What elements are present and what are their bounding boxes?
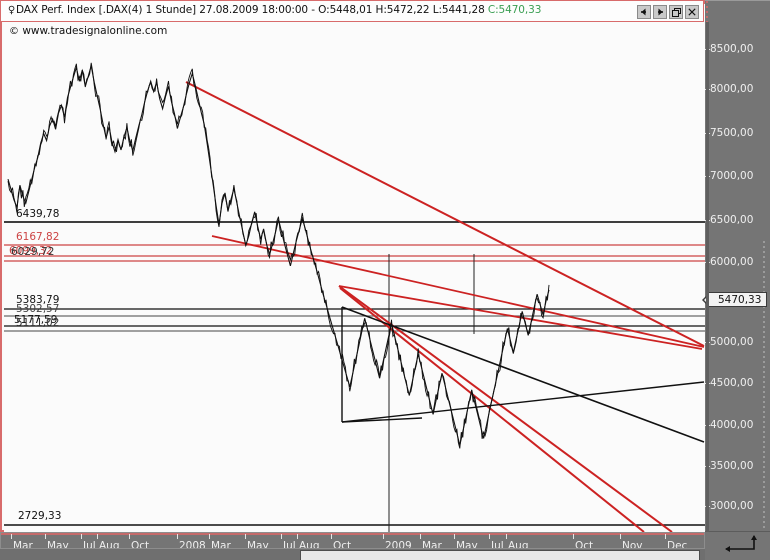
chart-canvas[interactable]: [4, 4, 705, 532]
chart-plot-frame[interactable]: [0, 0, 705, 532]
black-trendlines: [341, 306, 705, 443]
price-axis-dotted-rail-right: [763, 241, 765, 531]
black-wedge-base: [341, 417, 423, 423]
price-line-detail: [7, 62, 550, 449]
copyright-line: © www.tradesignalonline.com: [9, 25, 167, 37]
copyright-icon: ©: [9, 26, 19, 37]
price-tick-3500: 3500,00: [710, 460, 754, 472]
restore-window-icon[interactable]: [669, 5, 683, 19]
price-tick-4500: 4500,00: [710, 377, 754, 389]
scrollbar-thumb[interactable]: [300, 550, 700, 560]
black-wedge-lower: [341, 381, 705, 423]
vertical-divider: [706, 22, 709, 532]
close-window-icon[interactable]: [685, 5, 699, 19]
price-tick-5000: 5000,00: [710, 336, 754, 348]
current-price-tag: 5470,33: [701, 292, 768, 307]
red-trendlines: [185, 81, 705, 532]
chart-graphics: [4, 62, 705, 532]
price-axis[interactable]: 8500,00 8000,00 7500,00 7000,00 6500,00 …: [701, 0, 770, 532]
price-tick-7000: 7000,00: [710, 170, 754, 182]
horizontal-scrollbar[interactable]: [0, 548, 705, 560]
axis-corner: [705, 532, 770, 560]
price-tick-8500: 8500,00: [710, 43, 754, 55]
price-tick-7500: 7500,00: [710, 127, 754, 139]
price-tick-4000: 4000,00: [710, 419, 754, 431]
black-wedge-upper: [341, 306, 705, 443]
chart-title-close: C:5470,33: [487, 4, 542, 16]
price-tick-6500: 6500,00: [710, 214, 754, 226]
red-trendline-upper: [185, 81, 705, 347]
price-tick-8000: 8000,00: [710, 83, 754, 95]
prev-arrow-icon[interactable]: [637, 5, 651, 19]
time-axis-rule: [1, 533, 704, 535]
price-tick-6000: 6000,00: [710, 256, 754, 268]
return-arrow-icon[interactable]: [720, 533, 764, 555]
instrument-glyph-icon: ♀: [7, 5, 16, 16]
chart-title-text: ♀DAX Perf. Index [.DAX(4) 1 Stunde] 27.0…: [7, 4, 542, 16]
chart-title-main: DAX Perf. Index [.DAX(4) 1 Stunde] 27.08…: [16, 4, 488, 16]
red-trendline-steep-2: [339, 287, 645, 532]
window-controls: [637, 5, 699, 19]
vertical-marker-lines: [388, 254, 475, 532]
chart-title-bar: ♀DAX Perf. Index [.DAX(4) 1 Stunde] 27.0…: [0, 0, 704, 37]
price-tick-3000: 3000,00: [710, 500, 754, 512]
price-level-lines: [4, 221, 705, 526]
next-arrow-icon[interactable]: [653, 5, 667, 19]
copyright-url: www.tradesignalonline.com: [22, 25, 168, 37]
